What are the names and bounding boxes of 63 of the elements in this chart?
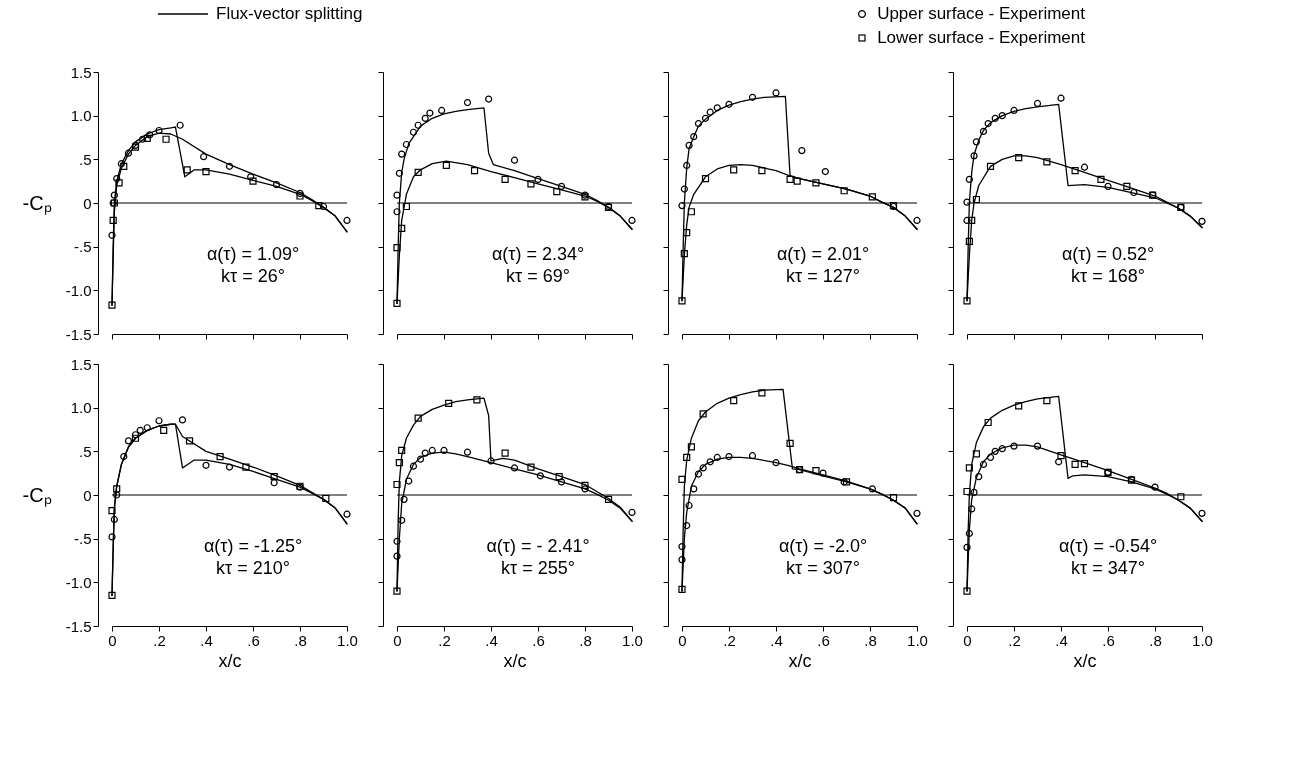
- x-tick-label: .6: [532, 631, 545, 649]
- annotation: α(τ) = 2.34°: [491, 244, 585, 265]
- y-tick-label: -.5: [73, 530, 92, 548]
- y-tick-label: -1.0: [65, 573, 92, 591]
- y-tick-label: -.5: [73, 238, 92, 256]
- y-tick-label: .5: [78, 150, 92, 168]
- x-tick-label: 1.0: [622, 631, 643, 649]
- x-tick-label: 0: [393, 631, 402, 649]
- x-tick-label: .8: [579, 631, 592, 649]
- x-tick-label: .2: [1008, 631, 1021, 649]
- legend-label: Flux-vector splitting: [216, 4, 363, 24]
- annotation: α(τ) = -2.0°: [778, 536, 868, 557]
- x-tick-label: 0: [678, 631, 687, 649]
- y-tick-label: 1.0: [70, 107, 92, 125]
- x-tick-label: .4: [770, 631, 783, 649]
- annotation: kτ = 26°: [221, 266, 285, 287]
- x-axis-title: x/c: [218, 650, 242, 671]
- x-tick-label: .6: [817, 631, 830, 649]
- annotation: α(τ) = -1.25°: [203, 536, 303, 557]
- x-tick-label: .4: [200, 631, 213, 649]
- y-axis-title: -Cₚ: [22, 191, 52, 215]
- annotation: α(τ) = - 2.41°: [486, 536, 590, 557]
- x-tick-label: 0: [108, 631, 117, 649]
- y-tick-label: 1.0: [70, 399, 92, 417]
- x-axis-title: x/c: [503, 650, 527, 671]
- x-tick-label: .8: [294, 631, 307, 649]
- x-tick-label: .4: [1055, 631, 1068, 649]
- x-tick-label: .2: [723, 631, 736, 649]
- y-tick-label: .5: [78, 442, 92, 460]
- y-tick-label: 0: [83, 194, 92, 212]
- x-tick-label: .8: [1149, 631, 1162, 649]
- x-axis-title: x/c: [1073, 650, 1097, 671]
- y-tick-label: -1.5: [65, 325, 92, 343]
- annotation: kτ = 127°: [786, 266, 860, 287]
- annotation: kτ = 168°: [1071, 266, 1145, 287]
- y-tick-label: 1.5: [70, 355, 92, 373]
- y-tick-label: -1.5: [65, 617, 92, 635]
- annotation: kτ = 69°: [506, 266, 570, 287]
- y-axis-title: -Cₚ: [22, 483, 52, 507]
- legend-label: Lower surface - Experiment: [877, 28, 1085, 48]
- x-tick-label: .6: [247, 631, 260, 649]
- x-tick-label: .2: [153, 631, 166, 649]
- x-tick-label: .8: [864, 631, 877, 649]
- x-tick-label: 1.0: [1192, 631, 1213, 649]
- x-tick-label: .4: [485, 631, 498, 649]
- annotation: α(τ) = -0.54°: [1058, 536, 1158, 557]
- x-tick-label: 1.0: [337, 631, 358, 649]
- x-tick-label: .6: [1102, 631, 1115, 649]
- x-axis-title: x/c: [788, 650, 812, 671]
- x-tick-label: 0: [963, 631, 972, 649]
- annotation: kτ = 210°: [216, 558, 290, 579]
- annotation: kτ = 307°: [786, 558, 860, 579]
- annotation: α(τ) = 0.52°: [1061, 244, 1155, 265]
- annotation: α(τ) = 2.01°: [776, 244, 870, 265]
- legend-label: Upper surface - Experiment: [877, 4, 1085, 24]
- x-tick-label: 1.0: [907, 631, 928, 649]
- annotation: kτ = 255°: [501, 558, 575, 579]
- annotation: α(τ) = 1.09°: [206, 244, 300, 265]
- x-tick-label: .2: [438, 631, 451, 649]
- y-tick-label: 0: [83, 486, 92, 504]
- annotation: kτ = 347°: [1071, 558, 1145, 579]
- y-tick-label: 1.5: [70, 63, 92, 81]
- y-tick-label: -1.0: [65, 281, 92, 299]
